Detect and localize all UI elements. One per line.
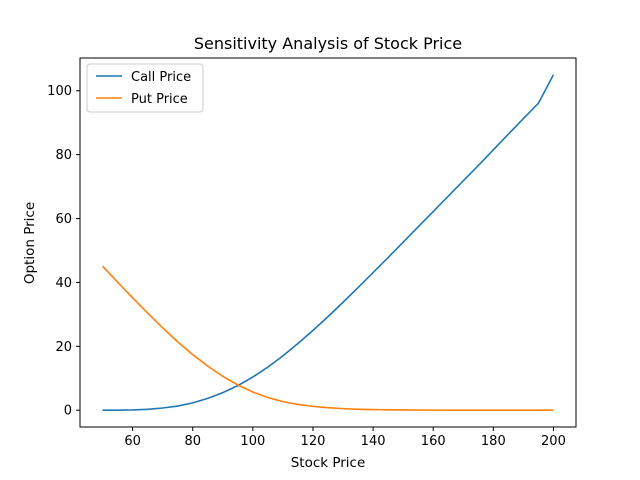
y-axis-label: Option Price <box>22 202 38 284</box>
x-axis-label: Stock Price <box>291 455 366 471</box>
y-tick-label: 100 <box>47 84 72 99</box>
series-line-put <box>101 265 554 412</box>
x-tick-label: 160 <box>421 434 446 449</box>
y-tick-label: 0 <box>64 404 72 419</box>
legend-label-call: Call Price <box>131 70 191 85</box>
legend: Call Price Put Price <box>86 63 204 113</box>
y-tick-label: 40 <box>55 276 72 291</box>
x-tick-label: 60 <box>124 434 141 449</box>
plot-frame <box>79 57 577 428</box>
series-line-call <box>102 74 555 412</box>
chart-title: Sensitivity Analysis of Stock Price <box>194 34 462 53</box>
x-tick-label: 200 <box>541 434 566 449</box>
y-tick-label: 60 <box>55 212 72 227</box>
legend-label-put: Put Price <box>131 92 188 107</box>
x-tick-label: 120 <box>301 434 326 449</box>
x-tick-label: 100 <box>240 434 265 449</box>
x-tick-label: 80 <box>184 434 201 449</box>
y-axis-ticks: 0 20 40 60 80 100 <box>47 84 80 419</box>
x-tick-label: 180 <box>481 434 506 449</box>
y-tick-label: 20 <box>55 340 72 355</box>
x-axis-ticks: 60 80 100 120 140 160 180 200 <box>124 427 566 449</box>
plot-lines <box>101 74 555 412</box>
x-tick-label: 140 <box>361 434 386 449</box>
y-tick-label: 80 <box>55 148 72 163</box>
